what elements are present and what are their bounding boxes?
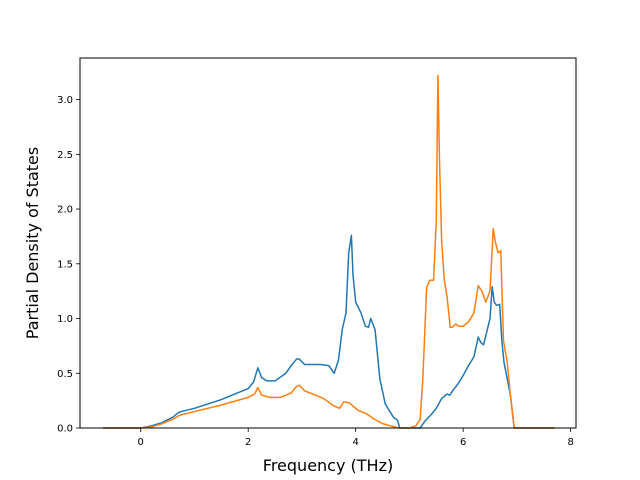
x-tick-label: 8 — [567, 437, 573, 448]
x-tick-label: 0 — [138, 437, 144, 448]
y-tick-label: 1.5 — [57, 259, 73, 270]
series-line-2 — [103, 74, 555, 429]
x-ticks: 0 2 4 6 8 — [138, 428, 574, 448]
plot-area — [80, 58, 576, 428]
x-tick-label: 6 — [460, 437, 466, 448]
y-tick-label: 2.5 — [57, 150, 73, 161]
x-tick-label: 4 — [352, 437, 358, 448]
y-ticks: 0.0 0.5 1.0 1.5 2.0 2.5 3.0 — [57, 95, 80, 435]
plot-frame — [79, 57, 577, 429]
x-tick-label: 2 — [245, 437, 251, 448]
series-layer — [103, 74, 555, 429]
series-line-1 — [103, 234, 555, 429]
y-axis-label: Partial Density of States — [23, 147, 42, 339]
y-tick-label: 0.0 — [57, 424, 73, 435]
y-tick-label: 3.0 — [57, 95, 73, 106]
y-tick-label: 1.0 — [57, 314, 73, 325]
y-tick-label: 0.5 — [57, 369, 73, 380]
x-axis-label: Frequency (THz) — [263, 456, 393, 475]
y-tick-label: 2.0 — [57, 205, 73, 216]
